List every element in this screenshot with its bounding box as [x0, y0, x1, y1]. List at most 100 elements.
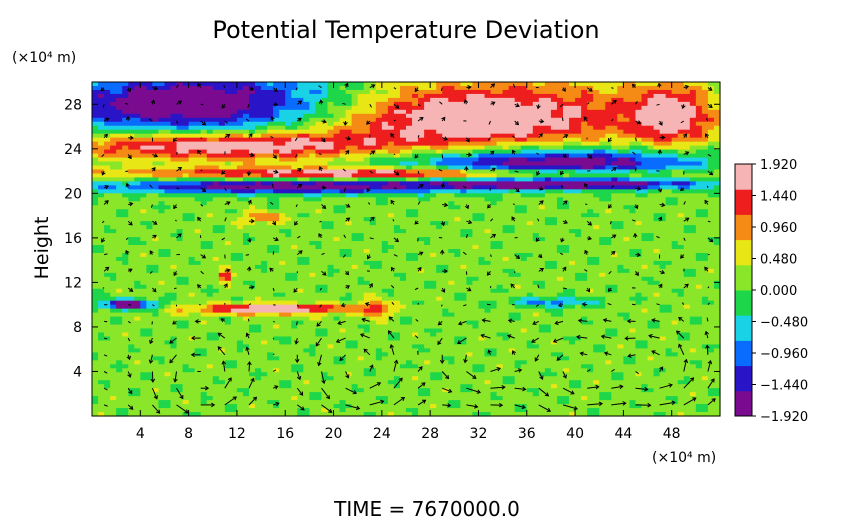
heatmap-cell: [653, 105, 661, 111]
heatmap-cell: [424, 229, 431, 234]
heatmap-cell: [176, 85, 184, 91]
heatmap-cell: [653, 260, 661, 266]
heatmap-cell: [309, 201, 317, 206]
heatmap-cell: [399, 201, 407, 206]
heatmap-cell: [478, 209, 486, 214]
heatmap-cell: [387, 193, 395, 198]
heatmap-cell: [575, 93, 582, 99]
heatmap-cell: [122, 185, 129, 190]
heatmap-cell: [653, 89, 661, 95]
heatmap-cell: [454, 225, 461, 230]
heatmap-cell: [442, 241, 449, 246]
heatmap-cell: [134, 117, 141, 123]
heatmap-cell: [393, 82, 401, 87]
heatmap-cell: [611, 193, 618, 198]
heatmap-cell: [508, 209, 516, 214]
heatmap-cell: [556, 121, 564, 127]
heatmap-cell: [279, 233, 286, 238]
heatmap-cell: [406, 165, 413, 171]
heatmap-cell: [587, 133, 594, 139]
heatmap-cell: [345, 209, 353, 214]
heatmap-cell: [593, 268, 600, 274]
heatmap-cell: [436, 205, 443, 210]
heatmap-cell: [526, 157, 534, 163]
heatmap-cell: [381, 101, 389, 107]
heatmap-cell: [647, 225, 655, 230]
heatmap-cell: [556, 249, 564, 254]
heatmap-cell: [309, 125, 317, 131]
heatmap-cell: [393, 181, 401, 186]
heatmap-cell: [484, 97, 492, 103]
heatmap-cell: [689, 125, 697, 131]
heatmap-cell: [689, 249, 697, 254]
heatmap-cell: [448, 260, 455, 266]
heatmap-cell: [206, 141, 214, 147]
heatmap-cell: [236, 249, 244, 254]
heatmap-cell: [611, 217, 618, 222]
heatmap-cell: [671, 165, 679, 171]
heatmap-cell: [689, 268, 697, 274]
heatmap-cell: [472, 245, 480, 250]
heatmap-cell: [363, 249, 371, 254]
heatmap-cell: [321, 252, 329, 258]
heatmap-cell: [212, 85, 220, 91]
heatmap-cell: [406, 225, 413, 230]
heatmap-cell: [279, 149, 286, 155]
heatmap-cell: [236, 105, 244, 111]
heatmap-cell: [255, 89, 262, 95]
heatmap-cell: [164, 225, 172, 230]
heatmap-cell: [605, 113, 612, 119]
heatmap-cell: [587, 145, 594, 151]
heatmap-cell: [508, 177, 516, 183]
heatmap-cell: [569, 137, 576, 143]
heatmap-cell: [321, 113, 329, 119]
heatmap-cell: [200, 201, 208, 206]
heatmap-cell: [538, 137, 546, 143]
heatmap-cell: [695, 113, 703, 119]
heatmap-cell: [538, 82, 546, 87]
heatmap-cell: [701, 233, 709, 238]
heatmap-cell: [297, 145, 304, 151]
heatmap-cell: [448, 197, 455, 202]
heatmap-cell: [490, 241, 498, 246]
heatmap-cell: [677, 169, 685, 175]
heatmap-cell: [224, 241, 232, 246]
heatmap-cell: [279, 82, 286, 87]
heatmap-cell: [164, 129, 172, 135]
heatmap-cell: [164, 157, 172, 163]
heatmap-cell: [454, 237, 461, 242]
heatmap-cell: [303, 173, 310, 179]
heatmap-cell: [236, 245, 244, 250]
heatmap-cell: [532, 241, 540, 246]
heatmap-cell: [381, 133, 389, 139]
heatmap-cell: [164, 89, 172, 95]
heatmap-cell: [285, 97, 292, 103]
heatmap-cell: [659, 237, 667, 242]
heatmap-cell: [357, 137, 365, 143]
heatmap-cell: [224, 82, 232, 87]
heatmap-cell: [563, 241, 570, 246]
heatmap-cell: [671, 185, 679, 190]
heatmap-cell: [345, 165, 353, 171]
heatmap-cell: [363, 125, 371, 131]
heatmap-cell: [641, 137, 649, 143]
heatmap-cell: [430, 233, 437, 238]
heatmap-cell: [357, 209, 365, 214]
heatmap-cell: [345, 113, 353, 119]
heatmap-cell: [695, 260, 703, 266]
heatmap-cell: [164, 145, 172, 151]
heatmap-cell: [436, 181, 443, 186]
heatmap-cell: [224, 217, 232, 222]
heatmap-cell: [659, 97, 667, 103]
heatmap-cell: [200, 181, 208, 186]
heatmap-cell: [116, 201, 123, 206]
heatmap-cell: [617, 149, 624, 155]
heatmap-cell: [466, 109, 474, 115]
heatmap-cell: [236, 145, 244, 151]
heatmap-cell: [713, 129, 721, 135]
heatmap-cell: [393, 252, 401, 258]
heatmap-cell: [593, 237, 600, 242]
heatmap-cell: [375, 149, 383, 155]
heatmap-cell: [297, 225, 304, 230]
heatmap-cell: [653, 109, 661, 115]
